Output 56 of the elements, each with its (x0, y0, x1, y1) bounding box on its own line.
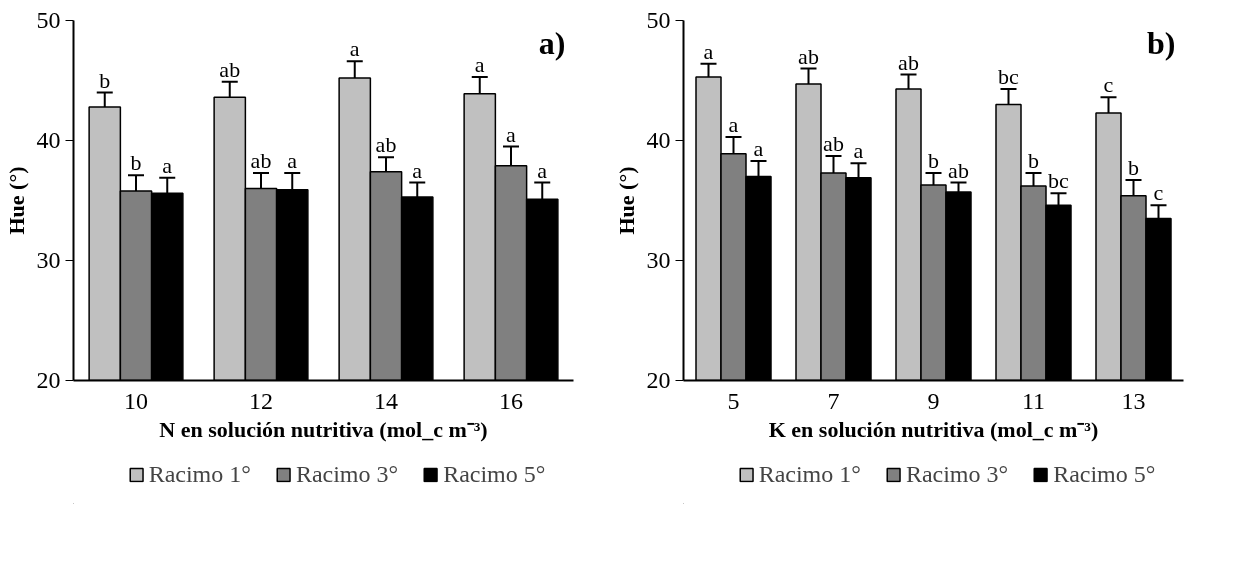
data-label: ab (898, 49, 919, 75)
data-label: b (1128, 155, 1139, 181)
data-label: a (287, 147, 298, 173)
data-label: a (703, 38, 714, 64)
data-label: ab (823, 131, 844, 157)
annotation: b) (1147, 24, 1176, 61)
x-axis-title: K en solución nutritiva (mol_c m⁻³) (768, 416, 1099, 442)
data-label: bc (1048, 168, 1070, 194)
x-tick-label: 7 (827, 387, 840, 414)
data-label: ab (375, 132, 397, 158)
y-tick-label: 50 (36, 7, 61, 33)
y-axis-title: Hue (°) (3, 166, 29, 235)
data-label: b (99, 67, 111, 93)
x-tick-label: 10 (124, 387, 148, 414)
data-label: b (1028, 147, 1039, 173)
y-tick-label: 30 (646, 247, 671, 273)
legend-label: Racimo 1° (758, 460, 861, 488)
data-label: ab (250, 147, 272, 173)
x-tick-label: 5 (727, 387, 740, 414)
data-label: b (928, 147, 939, 173)
data-label: b (130, 150, 142, 176)
data-label: ab (219, 56, 241, 82)
data-label: c (1153, 180, 1164, 206)
legend-label: Racimo 5° (1053, 460, 1156, 488)
data-label: ab (798, 43, 819, 69)
x-tick-label: 14 (374, 387, 398, 414)
annotation: a) (538, 24, 566, 61)
legend-label: Racimo 3° (905, 460, 1009, 488)
legend-label: Racimo 5° (443, 460, 546, 488)
data-label: a (162, 152, 173, 178)
x-tick-label: 9 (927, 387, 940, 414)
y-tick-label: 50 (646, 7, 671, 33)
y-tick-label: 20 (646, 367, 671, 393)
data-label: bc (998, 63, 1020, 89)
data-label: a (728, 111, 739, 137)
x-axis-title: N en solución nutritiva (mol_c m⁻³) (159, 416, 488, 442)
y-tick-label: 40 (36, 127, 61, 153)
data-label: a (506, 121, 517, 147)
y-tick-label: 20 (36, 367, 61, 393)
data-label: a (753, 135, 764, 161)
data-label: c (1103, 72, 1114, 98)
data-label: a (412, 157, 423, 183)
data-label: a (474, 51, 485, 77)
y-tick-label: 40 (646, 127, 671, 153)
data-label: ab (948, 157, 969, 183)
x-tick-label: 16 (499, 387, 523, 414)
x-tick-label: 11 (1021, 387, 1046, 414)
data-label: a (349, 36, 360, 62)
x-tick-label: 12 (249, 387, 273, 414)
data-label: a (853, 138, 864, 164)
y-tick-label: 30 (36, 247, 61, 273)
x-tick-label: 13 (1121, 387, 1146, 414)
legend-label: Racimo 1° (148, 460, 251, 488)
data-label: a (537, 157, 548, 183)
y-axis-title: Hue (°) (613, 166, 639, 235)
legend-label: Racimo 3° (295, 460, 399, 488)
